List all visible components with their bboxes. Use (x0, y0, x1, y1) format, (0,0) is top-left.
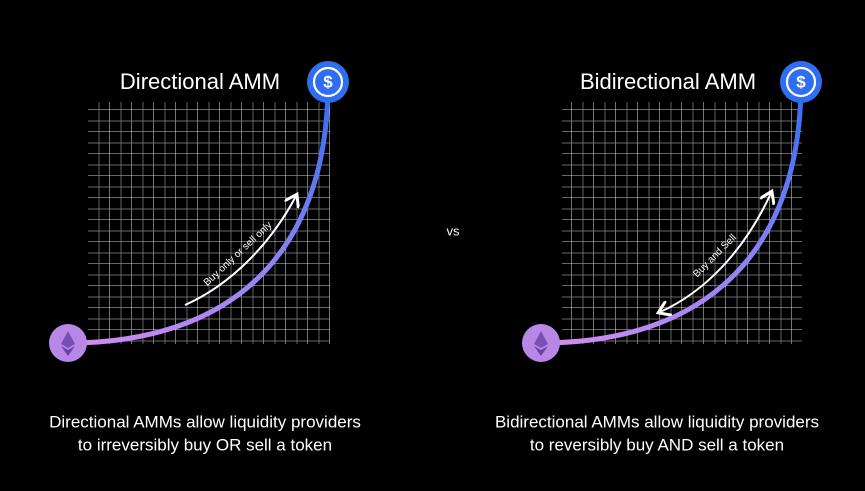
curve (67, 81, 331, 346)
grid (562, 102, 802, 344)
eth-icon (49, 324, 87, 362)
eth-icon (522, 324, 560, 362)
usdc-icon (778, 59, 824, 105)
arrow (660, 193, 771, 312)
separator: vs (447, 223, 461, 238)
caption: to reversibly buy AND sell a token (530, 435, 784, 454)
panel-title: Directional AMM (120, 69, 280, 94)
caption: Bidirectional AMMs allow liquidity provi… (495, 412, 819, 431)
caption: to irreversibly buy OR sell a token (78, 435, 332, 454)
usdc-icon (305, 59, 351, 105)
grid (88, 102, 330, 344)
caption: Directional AMMs allow liquidity provide… (49, 412, 361, 431)
arrow (184, 196, 296, 306)
panel-title: Bidirectional AMM (580, 69, 756, 94)
